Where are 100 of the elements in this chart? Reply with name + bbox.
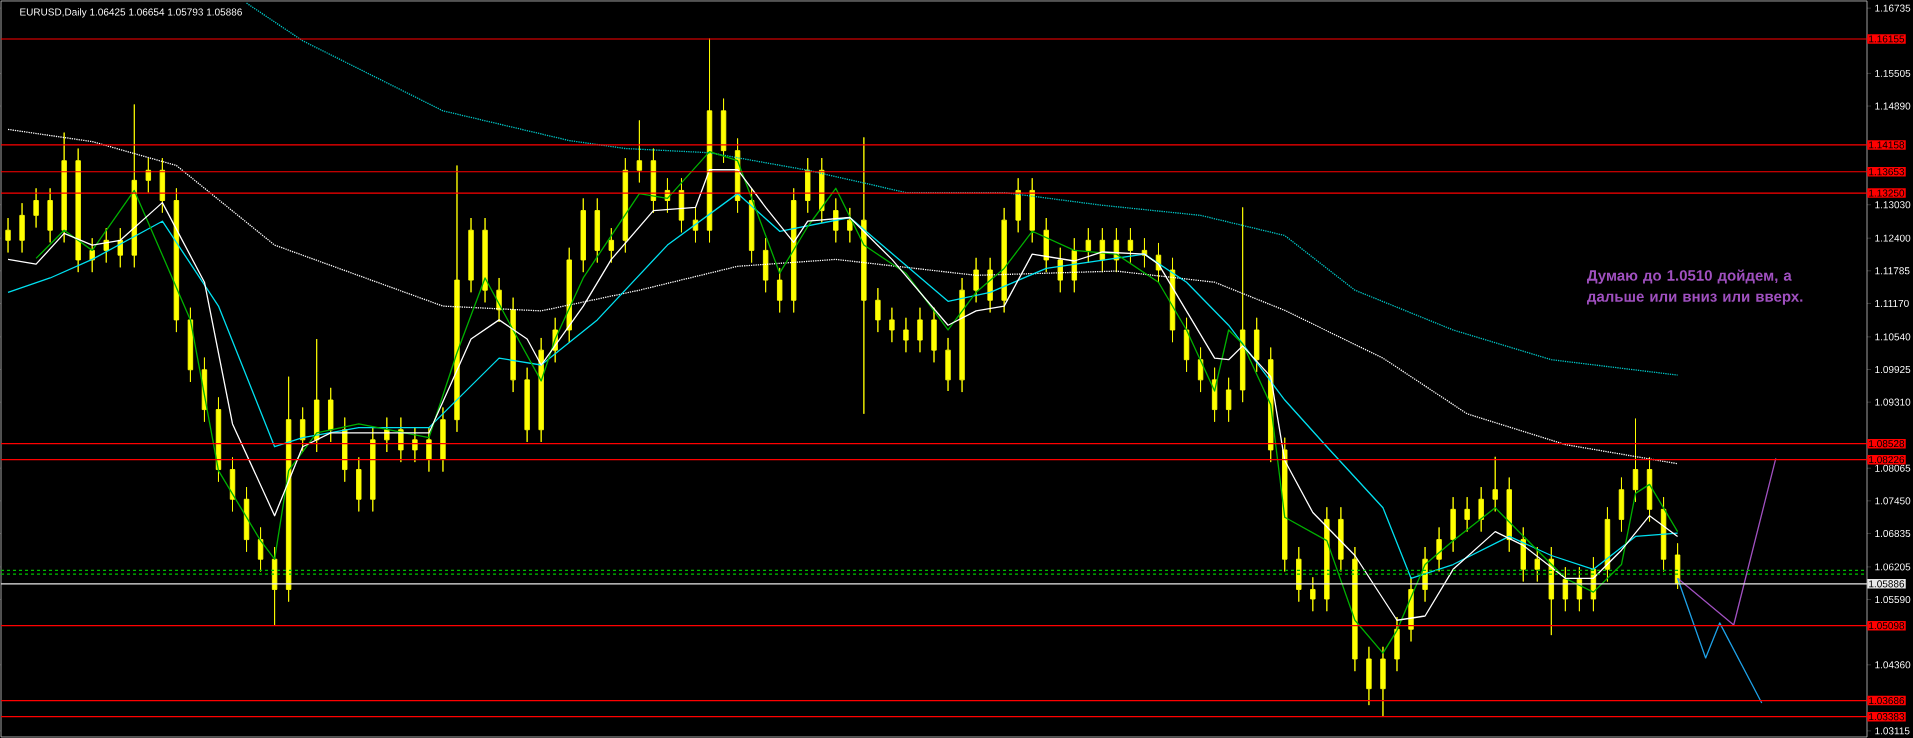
candlestick bbox=[145, 157, 152, 193]
ref-line-label: 1.14158 bbox=[1869, 141, 1905, 149]
candlestick bbox=[622, 157, 629, 253]
candlestick bbox=[19, 202, 25, 253]
ref-line-label: 1.05886 bbox=[1869, 580, 1905, 588]
candlestick bbox=[370, 427, 376, 512]
candlestick bbox=[342, 417, 348, 483]
candlestick bbox=[580, 197, 586, 273]
candlestick bbox=[468, 217, 474, 293]
ref-line-label: 1.03383 bbox=[1869, 713, 1905, 721]
candlestick bbox=[1197, 347, 1204, 393]
candlestick bbox=[1450, 496, 1456, 553]
y-tick-label: 1.16735 bbox=[1875, 4, 1911, 12]
y-tick-label: 1.07450 bbox=[1875, 497, 1911, 505]
candlestick bbox=[1380, 646, 1386, 718]
candlestick bbox=[314, 338, 320, 453]
candlestick bbox=[5, 217, 11, 253]
y-tick-label: 1.10540 bbox=[1875, 333, 1911, 341]
y-tick-label: 1.12400 bbox=[1875, 234, 1911, 242]
candlestick bbox=[440, 407, 446, 473]
candlestick bbox=[33, 187, 39, 229]
candlestick bbox=[1239, 206, 1246, 403]
candlestick bbox=[1618, 477, 1625, 533]
candlestick bbox=[1183, 317, 1190, 373]
candlestick bbox=[1394, 616, 1400, 672]
candlestick bbox=[720, 98, 727, 164]
candlestick bbox=[931, 307, 937, 363]
candlestick bbox=[566, 247, 572, 343]
ref-line-label: 1.05098 bbox=[1869, 622, 1905, 630]
candlestick bbox=[791, 187, 797, 313]
candlestick bbox=[1029, 177, 1035, 243]
y-tick-label: 1.11170 bbox=[1875, 299, 1909, 307]
candlestick bbox=[1352, 546, 1358, 672]
candlestick bbox=[285, 376, 292, 603]
candlestick bbox=[1520, 526, 1526, 582]
candlestick bbox=[945, 337, 951, 392]
candlestick bbox=[776, 267, 783, 313]
candlestick bbox=[1254, 317, 1260, 373]
candlestick bbox=[636, 119, 643, 183]
candlestick bbox=[299, 407, 306, 453]
candlestick bbox=[328, 387, 334, 443]
candlestick bbox=[510, 297, 516, 393]
candlestick bbox=[959, 277, 965, 393]
candlestick bbox=[356, 456, 362, 512]
text: EURUSD,Daily 1.06425 1.06654 1.05793 1.05886 bbox=[20, 8, 242, 18]
candlestick bbox=[1436, 526, 1442, 572]
candlestick bbox=[1464, 496, 1470, 533]
candlestick bbox=[889, 307, 895, 343]
candlestick bbox=[917, 307, 923, 353]
ref-line-label: 1.16155 bbox=[1869, 35, 1905, 43]
candlestick bbox=[482, 217, 488, 303]
y-tick-label: 1.13030 bbox=[1875, 201, 1911, 209]
candlestick bbox=[608, 227, 615, 264]
candlestick bbox=[1562, 566, 1569, 612]
candlestick bbox=[454, 165, 460, 433]
candlestick bbox=[1296, 546, 1302, 603]
candlestick bbox=[1492, 456, 1498, 512]
candlestick bbox=[1127, 227, 1134, 264]
candlestick bbox=[1310, 576, 1316, 612]
y-tick-label: 1.14890 bbox=[1875, 102, 1911, 110]
candlestick bbox=[1057, 247, 1063, 293]
y-tick-label: 1.05590 bbox=[1875, 596, 1911, 604]
y-tick-label: 1.04360 bbox=[1875, 661, 1911, 669]
candlestick bbox=[1478, 486, 1484, 533]
candlestick bbox=[1506, 477, 1512, 553]
y-tick-label: 1.09310 bbox=[1875, 398, 1911, 406]
candlestick bbox=[61, 132, 67, 243]
ref-line-label: 1.03686 bbox=[1869, 697, 1905, 705]
candlestick bbox=[538, 337, 544, 443]
candlestick bbox=[1366, 646, 1372, 706]
ref-line-label: 1.13250 bbox=[1869, 189, 1905, 197]
candlestick bbox=[594, 197, 600, 264]
candlestick bbox=[47, 187, 53, 243]
y-tick-label: 1.11785 bbox=[1875, 267, 1910, 275]
candlestick bbox=[1085, 227, 1092, 264]
line-series bbox=[1676, 577, 1763, 704]
candlestick bbox=[903, 317, 909, 353]
ref-line-label: 1.08226 bbox=[1869, 456, 1905, 464]
candlestick bbox=[257, 526, 264, 572]
y-tick-label: 1.15505 bbox=[1875, 69, 1911, 77]
candlestick bbox=[875, 287, 881, 333]
candlestick bbox=[173, 187, 180, 333]
candlestick bbox=[861, 136, 867, 415]
candlestick bbox=[762, 237, 769, 293]
candlestick bbox=[1338, 506, 1344, 572]
candlestick bbox=[847, 207, 853, 243]
annotation: Думаю до 1.0510 дойдем, а дальше или вниз или вверх. bbox=[1587, 269, 1803, 305]
candlestick bbox=[1632, 418, 1639, 503]
candlestick bbox=[805, 157, 811, 214]
y-tick-label: 1.09925 bbox=[1875, 365, 1911, 374]
y-tick-label: 1.03115 bbox=[1875, 727, 1910, 735]
ref-line-label: 1.13653 bbox=[1869, 168, 1905, 176]
candlestick bbox=[1225, 377, 1232, 423]
ref-line-label: 1.08528 bbox=[1869, 440, 1905, 448]
y-tick-label: 1.08065 bbox=[1875, 464, 1911, 472]
candlestick bbox=[973, 257, 979, 303]
candlestick bbox=[524, 367, 530, 443]
candlestick bbox=[1324, 506, 1330, 612]
candlestick bbox=[75, 148, 81, 273]
y-tick-label: 1.06835 bbox=[1875, 529, 1911, 538]
